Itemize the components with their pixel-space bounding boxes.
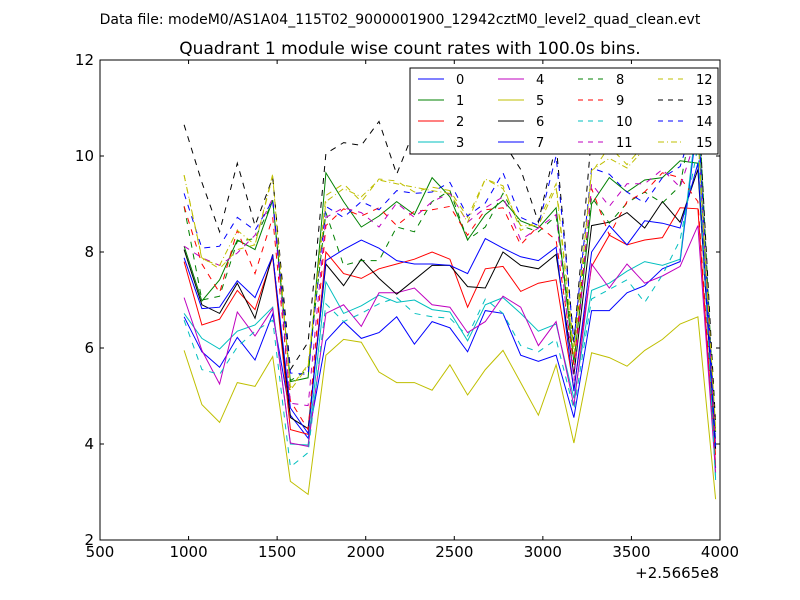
y-tick-label: 8 (84, 243, 94, 261)
plot-frame (99, 59, 721, 541)
legend-label-0: 0 (456, 73, 464, 88)
x-tick-label: 4000 (701, 543, 739, 561)
legend-label-8: 8 (616, 73, 624, 88)
series-line-7 (183, 163, 717, 447)
legend-label-9: 9 (616, 94, 624, 109)
series-line-14 (183, 110, 717, 447)
x-tick-label: 1000 (169, 543, 207, 561)
legend-box (409, 67, 719, 155)
x-tick-label: 3000 (524, 543, 562, 561)
legend-label-6: 6 (536, 115, 544, 130)
y-tick-label: 12 (75, 51, 94, 69)
series-line-4 (183, 225, 717, 473)
series-line-5 (183, 316, 717, 500)
legend-label-2: 2 (456, 115, 464, 130)
legend-label-13: 13 (696, 94, 713, 109)
legend-label-3: 3 (456, 136, 464, 151)
series-line-3 (183, 110, 717, 481)
y-tick-label: 6 (84, 339, 94, 357)
legend-label-4: 4 (536, 73, 544, 88)
series-line-9 (183, 172, 717, 457)
x-tick-label: 2000 (347, 543, 385, 561)
y-tick-label: 4 (84, 435, 94, 453)
legend-label-10: 10 (616, 115, 633, 130)
x-tick-label: 500 (86, 543, 115, 561)
series-line-0 (183, 117, 717, 469)
suptitle: Data file: modeM0/AS1A04_115T02_90000019… (100, 12, 701, 28)
legend-label-12: 12 (696, 73, 713, 88)
x-offset-label: +2.5665e8 (635, 564, 719, 582)
legend-label-15: 15 (696, 136, 713, 151)
legend-label-11: 11 (616, 136, 633, 151)
series-line-15 (183, 135, 717, 428)
x-tick-label: 1500 (258, 543, 296, 561)
x-tick-label: 2500 (435, 543, 473, 561)
series-line-12 (183, 133, 717, 431)
legend-label-1: 1 (456, 94, 464, 109)
legend-label-7: 7 (536, 136, 544, 151)
chart-title: Quadrant 1 module wise count rates with … (179, 39, 640, 59)
series-line-10 (183, 146, 717, 479)
y-tick-label: 10 (75, 147, 94, 165)
y-tick-label: 2 (84, 531, 94, 549)
legend-label-5: 5 (536, 94, 544, 109)
x-tick-label: 3500 (612, 543, 650, 561)
legend-label-14: 14 (696, 115, 713, 130)
series-lines (183, 88, 717, 500)
